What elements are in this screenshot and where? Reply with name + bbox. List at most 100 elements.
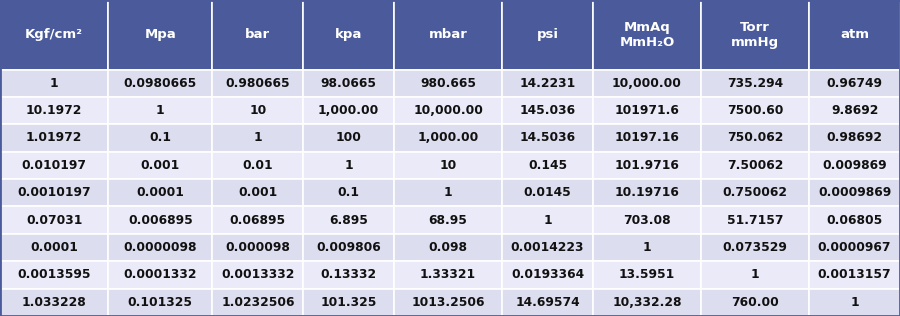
- Text: 1,000.00: 1,000.00: [318, 104, 379, 117]
- Text: 51.7157: 51.7157: [727, 214, 783, 227]
- Text: 0.1: 0.1: [149, 131, 171, 144]
- Text: kpa: kpa: [335, 28, 363, 41]
- Bar: [212, 289, 303, 316]
- Text: 1: 1: [254, 131, 262, 144]
- Text: 101.9716: 101.9716: [615, 159, 680, 172]
- Text: 0.750062: 0.750062: [723, 186, 788, 199]
- Text: 980.665: 980.665: [420, 77, 476, 90]
- Text: 0.0013157: 0.0013157: [818, 268, 891, 282]
- Bar: [0, 289, 108, 316]
- Bar: [303, 0, 394, 70]
- Bar: [108, 124, 212, 152]
- Bar: [701, 261, 809, 289]
- Bar: [303, 179, 394, 206]
- Text: 0.0000098: 0.0000098: [123, 241, 197, 254]
- Text: 10197.16: 10197.16: [615, 131, 680, 144]
- Text: 0.098: 0.098: [428, 241, 468, 254]
- Bar: [394, 70, 502, 97]
- Text: 10.1972: 10.1972: [26, 104, 82, 117]
- Bar: [212, 152, 303, 179]
- Bar: [701, 124, 809, 152]
- Text: 14.69574: 14.69574: [515, 296, 580, 309]
- Text: 0.01: 0.01: [242, 159, 273, 172]
- Bar: [108, 0, 212, 70]
- Text: 0.98692: 0.98692: [826, 131, 883, 144]
- Text: 0.009869: 0.009869: [823, 159, 886, 172]
- Bar: [593, 0, 701, 70]
- Text: 1: 1: [156, 104, 165, 117]
- Text: 1.033228: 1.033228: [22, 296, 86, 309]
- Bar: [0, 152, 108, 179]
- Bar: [593, 206, 701, 234]
- Text: 1: 1: [544, 214, 552, 227]
- Text: 0.001: 0.001: [140, 159, 180, 172]
- Bar: [502, 152, 593, 179]
- Bar: [502, 0, 593, 70]
- Text: 0.0980665: 0.0980665: [123, 77, 197, 90]
- Text: 10: 10: [249, 104, 266, 117]
- Text: 10.19716: 10.19716: [615, 186, 680, 199]
- Bar: [0, 70, 108, 97]
- Text: 0.0013332: 0.0013332: [221, 268, 294, 282]
- Text: 0.101325: 0.101325: [128, 296, 193, 309]
- Bar: [394, 206, 502, 234]
- Bar: [394, 289, 502, 316]
- Text: 14.2231: 14.2231: [519, 77, 576, 90]
- Bar: [303, 261, 394, 289]
- Bar: [701, 70, 809, 97]
- Text: 10,000.00: 10,000.00: [413, 104, 483, 117]
- Bar: [502, 206, 593, 234]
- Text: 0.145: 0.145: [528, 159, 567, 172]
- Text: 0.1: 0.1: [338, 186, 360, 199]
- Bar: [0, 206, 108, 234]
- Bar: [212, 124, 303, 152]
- Bar: [502, 289, 593, 316]
- Text: 10,332.28: 10,332.28: [612, 296, 681, 309]
- Bar: [108, 179, 212, 206]
- Bar: [809, 289, 900, 316]
- Text: 1.01972: 1.01972: [26, 131, 82, 144]
- Text: 0.0001332: 0.0001332: [123, 268, 197, 282]
- Bar: [108, 289, 212, 316]
- Bar: [502, 124, 593, 152]
- Text: 100: 100: [336, 131, 362, 144]
- Text: 1: 1: [751, 268, 760, 282]
- Bar: [701, 179, 809, 206]
- Text: psi: psi: [536, 28, 559, 41]
- Text: 0.073529: 0.073529: [723, 241, 788, 254]
- Bar: [394, 97, 502, 124]
- Bar: [809, 261, 900, 289]
- Text: 703.08: 703.08: [623, 214, 670, 227]
- Text: 0.06895: 0.06895: [230, 214, 286, 227]
- Text: 0.006895: 0.006895: [128, 214, 193, 227]
- Bar: [809, 234, 900, 261]
- Text: 1.0232506: 1.0232506: [221, 296, 294, 309]
- Text: 10,000.00: 10,000.00: [612, 77, 682, 90]
- Bar: [394, 0, 502, 70]
- Text: 68.95: 68.95: [428, 214, 467, 227]
- Text: atm: atm: [840, 28, 869, 41]
- Text: 14.5036: 14.5036: [519, 131, 576, 144]
- Bar: [212, 0, 303, 70]
- Text: 750.062: 750.062: [727, 131, 783, 144]
- Bar: [108, 70, 212, 97]
- Bar: [809, 0, 900, 70]
- Text: 1: 1: [444, 186, 453, 199]
- Text: 7500.60: 7500.60: [727, 104, 783, 117]
- Text: Mpa: Mpa: [144, 28, 176, 41]
- Text: 1: 1: [345, 159, 353, 172]
- Bar: [809, 70, 900, 97]
- Bar: [303, 289, 394, 316]
- Bar: [701, 289, 809, 316]
- Text: 9.8692: 9.8692: [831, 104, 878, 117]
- Text: 0.0014223: 0.0014223: [511, 241, 584, 254]
- Text: 7.50062: 7.50062: [727, 159, 783, 172]
- Text: 0.010197: 0.010197: [22, 159, 86, 172]
- Bar: [108, 234, 212, 261]
- Text: 0.0001: 0.0001: [137, 186, 184, 199]
- Text: 1.33321: 1.33321: [420, 268, 476, 282]
- Text: 0.96749: 0.96749: [826, 77, 883, 90]
- Text: 10: 10: [439, 159, 456, 172]
- Bar: [212, 234, 303, 261]
- Bar: [108, 97, 212, 124]
